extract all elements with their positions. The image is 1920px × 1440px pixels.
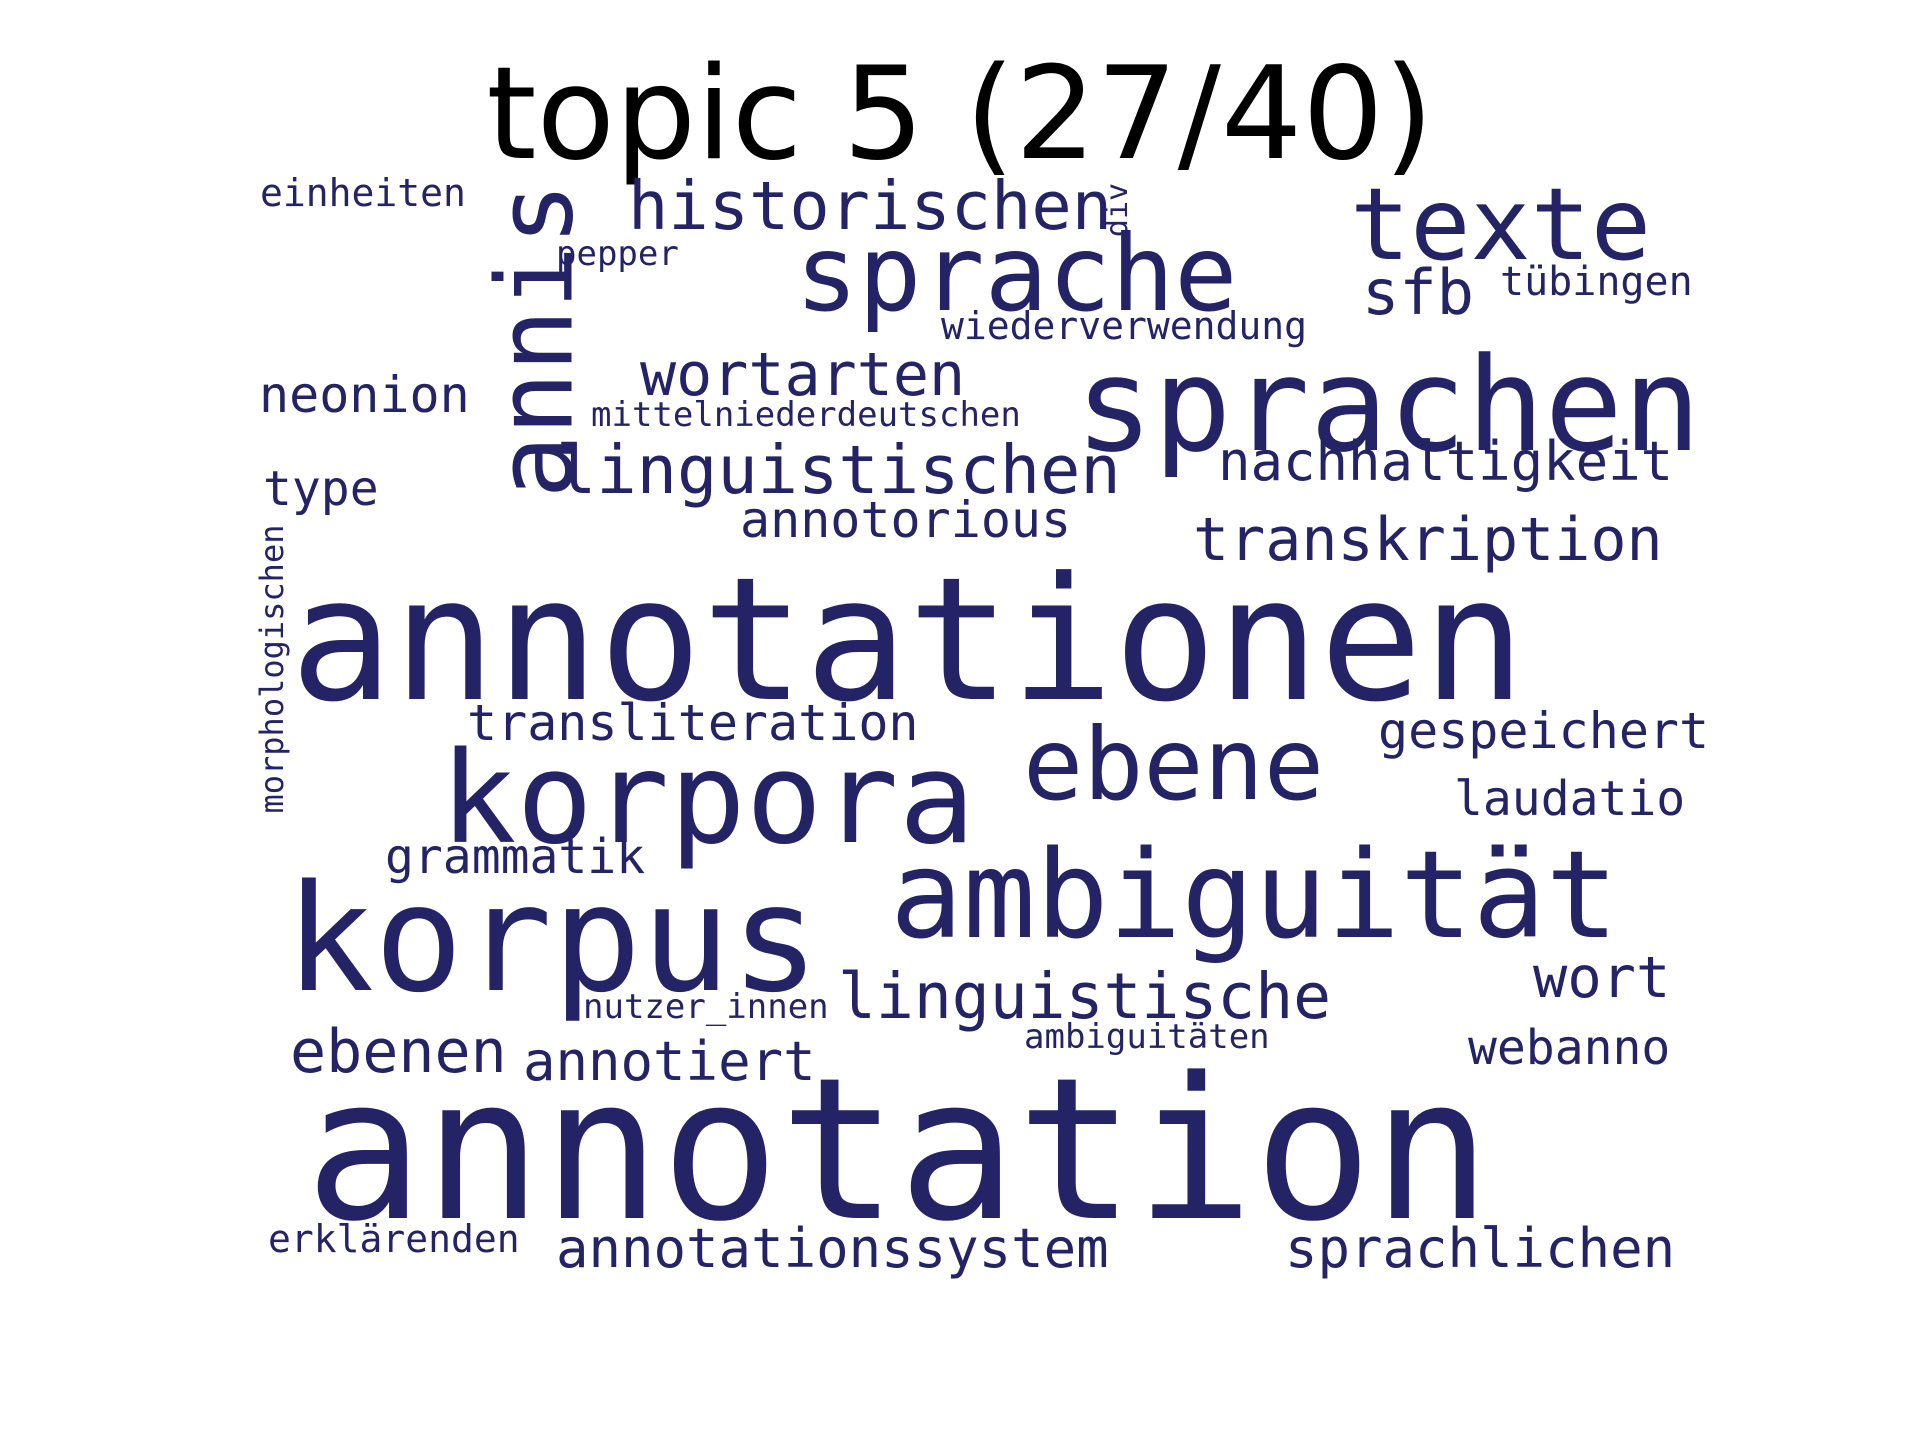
word-laudatio: laudatio <box>1454 771 1686 827</box>
word-wortarten: wortarten <box>640 340 966 410</box>
word-morphologischen: morphologischen <box>253 524 291 814</box>
word-nutzer-innen: nutzer_innen <box>583 987 829 1027</box>
word-sprachlichen: sprachlichen <box>1285 1217 1676 1280</box>
word-annotation: annotation <box>305 1036 1492 1265</box>
word-ambiguitaet: ambiguität <box>890 825 1619 966</box>
word-pepper: pepper <box>556 234 679 274</box>
word-historischen: historischen <box>628 167 1113 245</box>
word-transliteration: transliteration <box>467 694 919 752</box>
word-grammatik: grammatik <box>385 829 646 885</box>
word-transkription: transkription <box>1193 505 1663 575</box>
word-linguistische: linguistische <box>838 960 1332 1033</box>
word-ebene: ebene <box>1023 706 1325 823</box>
word-ebenen: ebenen <box>290 1017 507 1087</box>
wordcloud-title: topic 5 (27/40) <box>486 40 1434 189</box>
word-linguistischen: linguistischen <box>556 431 1121 509</box>
word-webanno: webanno <box>1468 1020 1671 1076</box>
word-type: type <box>263 461 379 517</box>
word-sfb: sfb <box>1362 256 1474 329</box>
word-mittelniederdeutschen: mittelniederdeutschen <box>591 395 1021 435</box>
word-wort: wort <box>1533 945 1671 1011</box>
word-div: div <box>1100 182 1135 238</box>
word-tuebingen: tübingen <box>1500 259 1693 305</box>
word-annotorious: annotorious <box>740 491 1072 549</box>
word-neonion: neonion <box>259 366 470 424</box>
word-annotiert: annotiert <box>523 1030 816 1093</box>
word-annotationen: annotationen <box>290 541 1526 740</box>
word-korpus: korpus <box>285 853 820 1025</box>
word-sprache: sprache <box>795 213 1238 335</box>
word-annotationssystem: annotationssystem <box>556 1217 1109 1280</box>
word-texte: texte <box>1350 166 1652 283</box>
word-nachhaltigkeit: nachhaltigkeit <box>1218 430 1674 493</box>
word-gespeichert: gespeichert <box>1378 702 1710 760</box>
word-sprachen: sprachen <box>1075 329 1702 481</box>
word-einheiten: einheiten <box>260 171 466 215</box>
word-wiederverwendung: wiederverwendung <box>941 304 1308 348</box>
word-ambiguitaeten: ambiguitäten <box>1024 1017 1270 1057</box>
word-korpora: korpora <box>440 724 976 872</box>
word-erklaerenden: erklärenden <box>268 1217 520 1261</box>
